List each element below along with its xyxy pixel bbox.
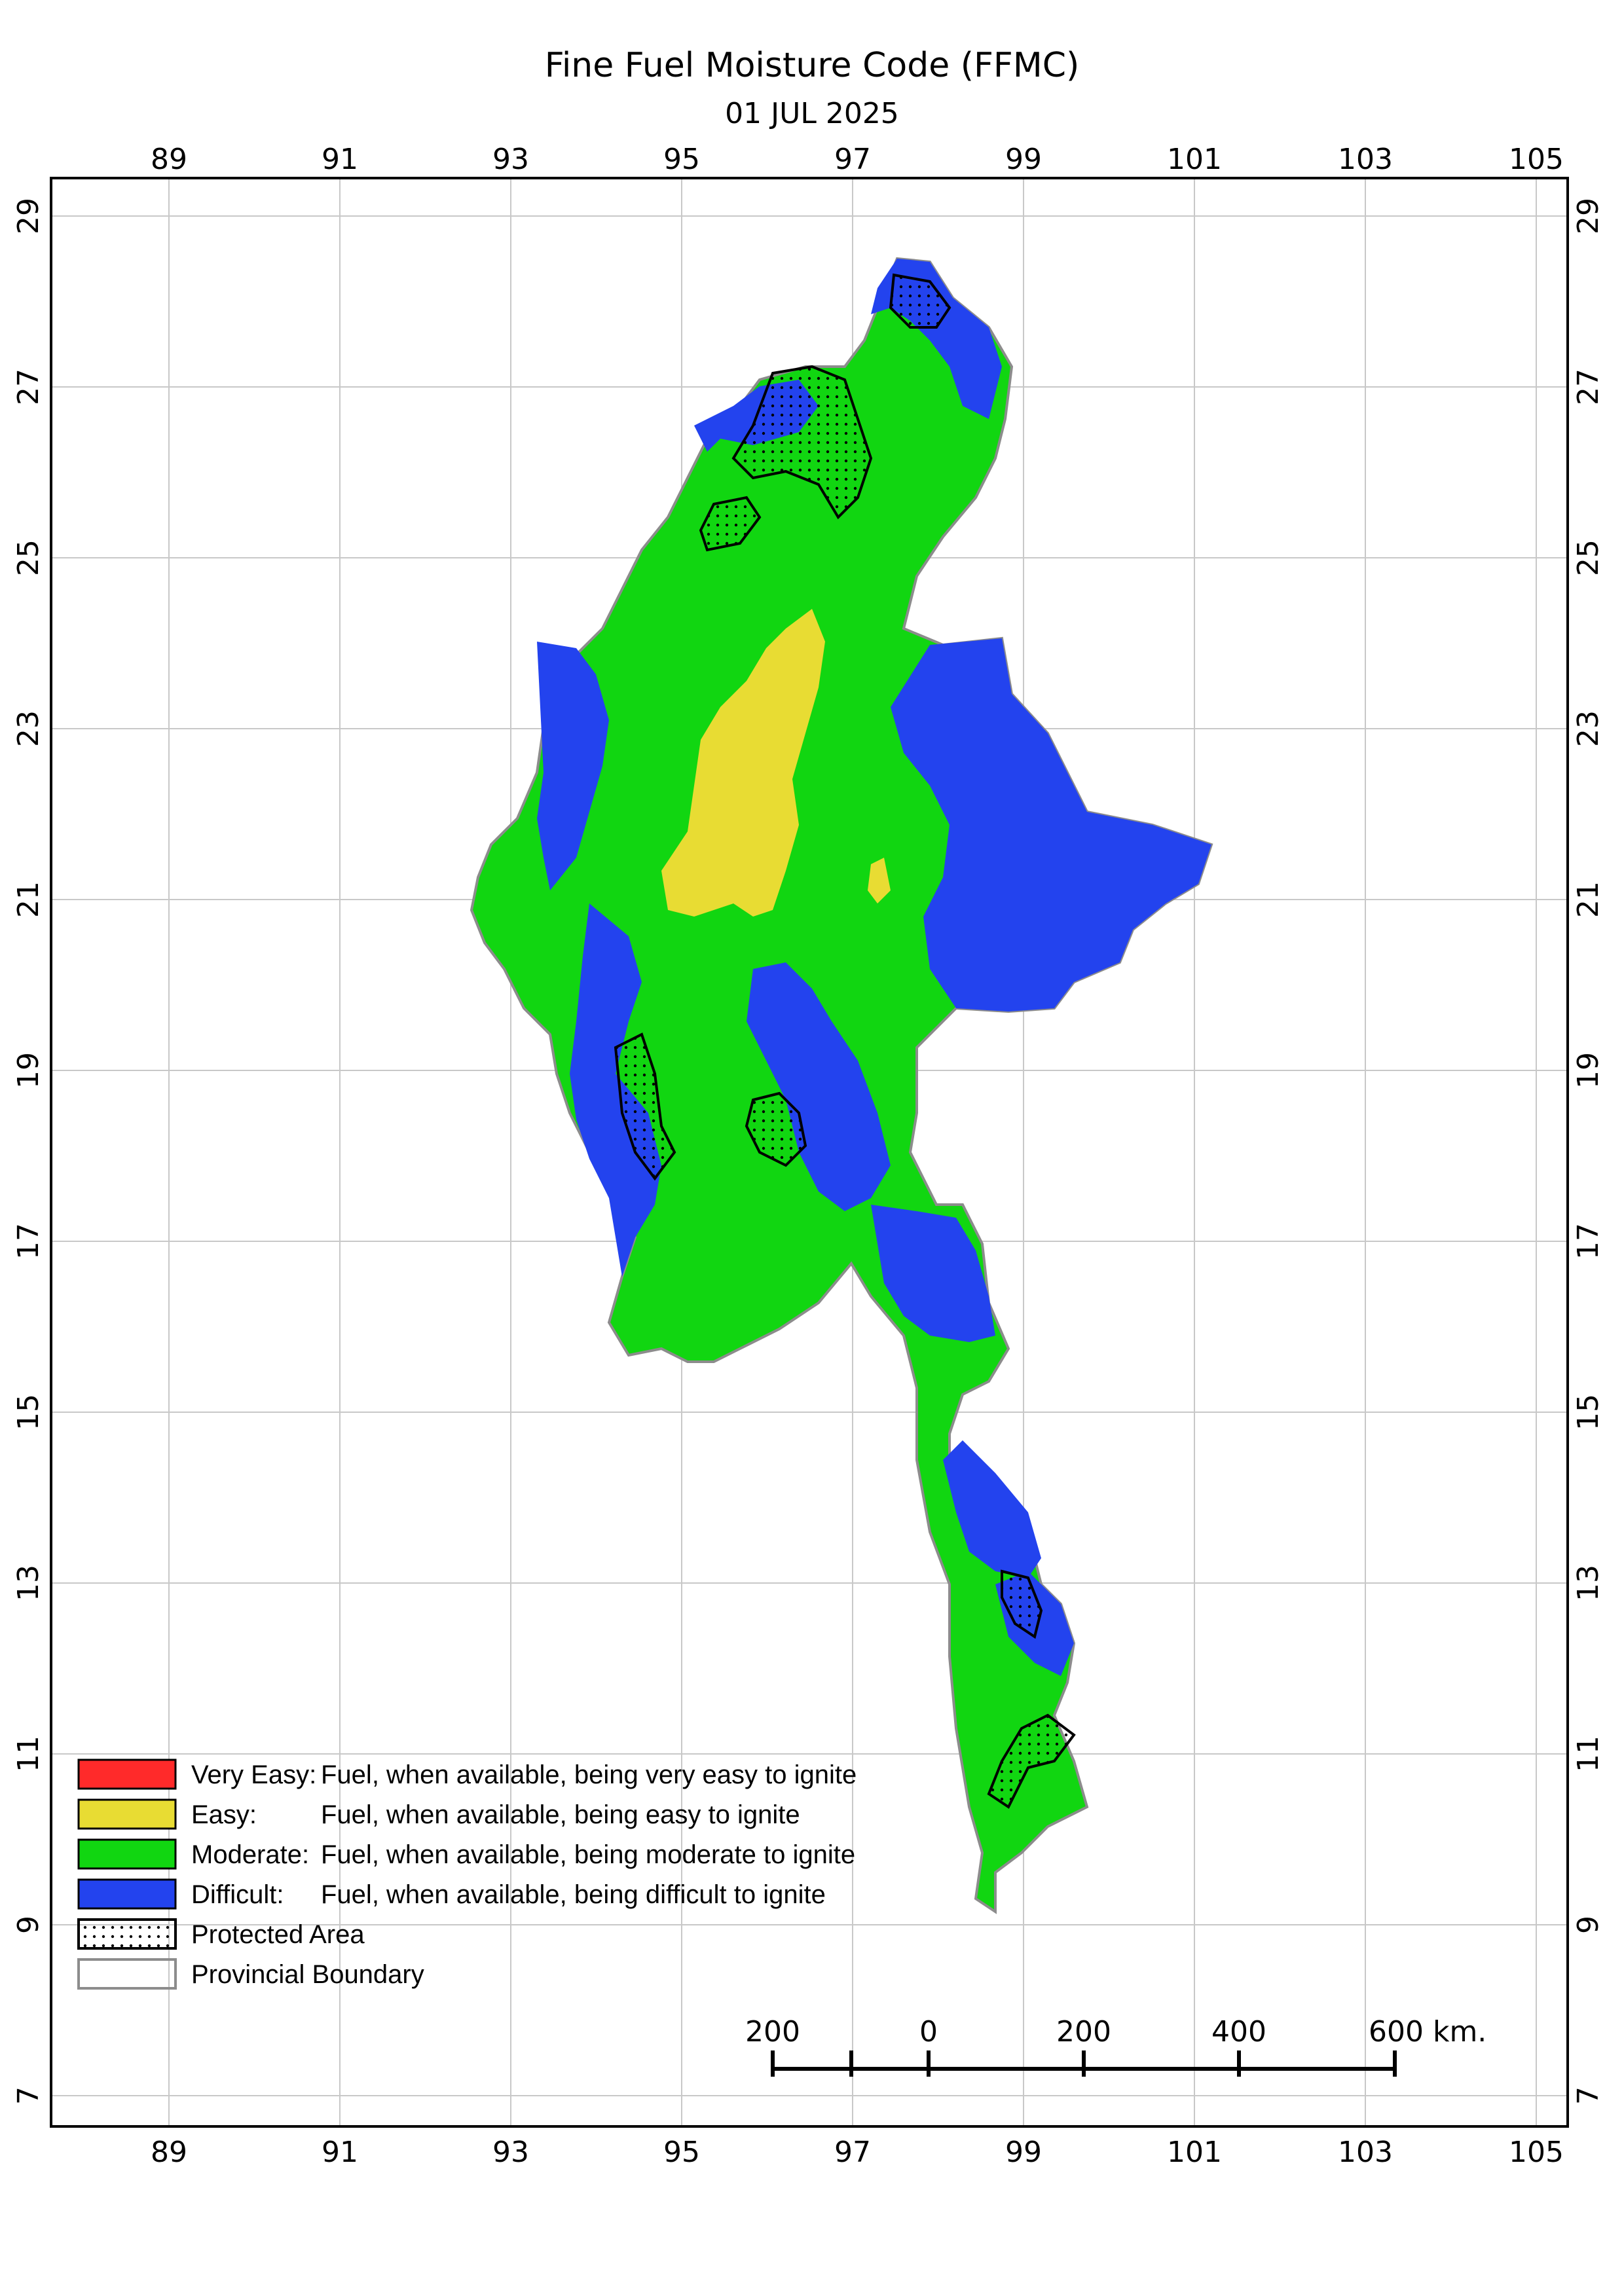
longitude-label: 93: [492, 2136, 529, 2169]
latitude-label: 13: [12, 1565, 45, 1601]
scale-label: 0: [919, 2015, 938, 2049]
longitude-label: 99: [1005, 2136, 1042, 2169]
protected-areas: [614, 273, 1076, 1809]
latitude-labels-left: 29 27 25 23 21 19 17 15 13 11 9 7: [12, 198, 45, 2105]
latitude-label: 27: [12, 369, 45, 405]
latitude-label: 21: [1572, 881, 1605, 918]
longitude-label: 89: [151, 2136, 187, 2169]
legend-item: Easy: Fuel, when available, being easy to…: [77, 1798, 800, 1830]
latitude-label: 11: [1572, 1736, 1605, 1772]
blue-swatch: [77, 1878, 177, 1910]
longitude-label: 103: [1338, 143, 1393, 176]
map-title: Fine Fuel Moisture Code (FFMC): [544, 46, 1080, 85]
legend-description: Fuel, when available, being moderate to …: [321, 1840, 855, 1869]
latitude-label: 25: [1572, 539, 1605, 576]
map-date: 01 JUL 2025: [725, 97, 899, 130]
longitude-label: 97: [834, 143, 871, 176]
latitude-label: 29: [1572, 198, 1605, 234]
latitude-label: 19: [12, 1052, 45, 1089]
latitude-label: 15: [12, 1394, 45, 1430]
red-swatch: [77, 1758, 177, 1790]
longitude-label: 101: [1167, 143, 1222, 176]
legend-class: Provincial Boundary: [191, 1960, 424, 1989]
legend-description: Fuel, when available, being easy to igni…: [321, 1800, 800, 1829]
latitude-label: 25: [12, 539, 45, 576]
legend-class: Very Easy:: [191, 1760, 316, 1789]
latitude-label: 13: [1572, 1565, 1605, 1601]
scale-label: 400: [1211, 2015, 1266, 2049]
longitude-label: 95: [663, 143, 700, 176]
green-swatch: [77, 1838, 177, 1870]
longitude-label: 101: [1167, 2136, 1222, 2169]
yellow-swatch: [77, 1798, 177, 1830]
latitude-label: 17: [12, 1223, 45, 1260]
longitude-labels-top: 89 91 93 95 97 99 101 103 105: [151, 143, 1564, 176]
dotted-swatch: [77, 1918, 177, 1950]
legend-class: Difficult:: [191, 1880, 284, 1909]
latitude-label: 9: [1572, 1916, 1605, 1934]
legend-class: Easy:: [191, 1800, 257, 1829]
outline-swatch: [77, 1958, 177, 1990]
longitude-label: 105: [1509, 2136, 1564, 2169]
longitude-labels-bottom: 89 91 93 95 97 99 101 103 105: [151, 2136, 1564, 2169]
legend-item: Very Easy: Fuel, when available, being ve…: [77, 1758, 857, 1790]
scale-bar: 200 0 200 400 600 km.: [745, 2015, 1486, 2077]
latitude-label: 27: [1572, 369, 1605, 405]
latitude-label: 7: [12, 2086, 45, 2105]
longitude-label: 91: [322, 143, 358, 176]
legend-class: Protected Area: [191, 1920, 365, 1949]
longitude-label: 89: [151, 143, 187, 176]
scale-label: 200: [1056, 2015, 1111, 2049]
longitude-label: 97: [834, 2136, 871, 2169]
legend: Very Easy: Fuel, when available, being ve…: [77, 1758, 857, 1990]
scale-label: 200: [745, 2015, 800, 2049]
longitude-label: 95: [663, 2136, 700, 2169]
latitude-label: 19: [1572, 1052, 1605, 1089]
longitude-label: 103: [1338, 2136, 1393, 2169]
latitude-label: 9: [12, 1916, 45, 1934]
legend-item: Provincial Boundary: [77, 1958, 424, 1990]
latitude-label: 21: [12, 881, 45, 918]
legend-class: Moderate:: [191, 1840, 309, 1869]
legend-description: Fuel, when available, being very easy to…: [321, 1760, 857, 1789]
latitude-labels-right: 29 27 25 23 21 19 17 15 13 11 9 7: [1572, 198, 1605, 2105]
map-frame: [50, 177, 1569, 2128]
longitude-label: 105: [1509, 143, 1564, 176]
latitude-label: 17: [1572, 1223, 1605, 1260]
easy-area: [661, 609, 891, 917]
latitude-label: 11: [12, 1736, 45, 1772]
scale-label: 600 km.: [1369, 2015, 1486, 2049]
longitude-label: 91: [322, 2136, 358, 2169]
legend-item: Difficult: Fuel, when available, being di…: [77, 1878, 826, 1910]
latitude-label: 23: [12, 710, 45, 747]
longitude-label: 93: [492, 143, 529, 176]
latitude-label: 15: [1572, 1394, 1605, 1430]
latitude-label: 23: [1572, 710, 1605, 747]
legend-description: Fuel, when available, being difficult to…: [321, 1880, 826, 1909]
longitude-label: 99: [1005, 143, 1042, 176]
latitude-label: 7: [1572, 2086, 1605, 2105]
legend-item: Protected Area: [77, 1918, 365, 1950]
legend-item: Moderate: Fuel, when available, being mod…: [77, 1838, 855, 1870]
latitude-label: 29: [12, 198, 45, 234]
